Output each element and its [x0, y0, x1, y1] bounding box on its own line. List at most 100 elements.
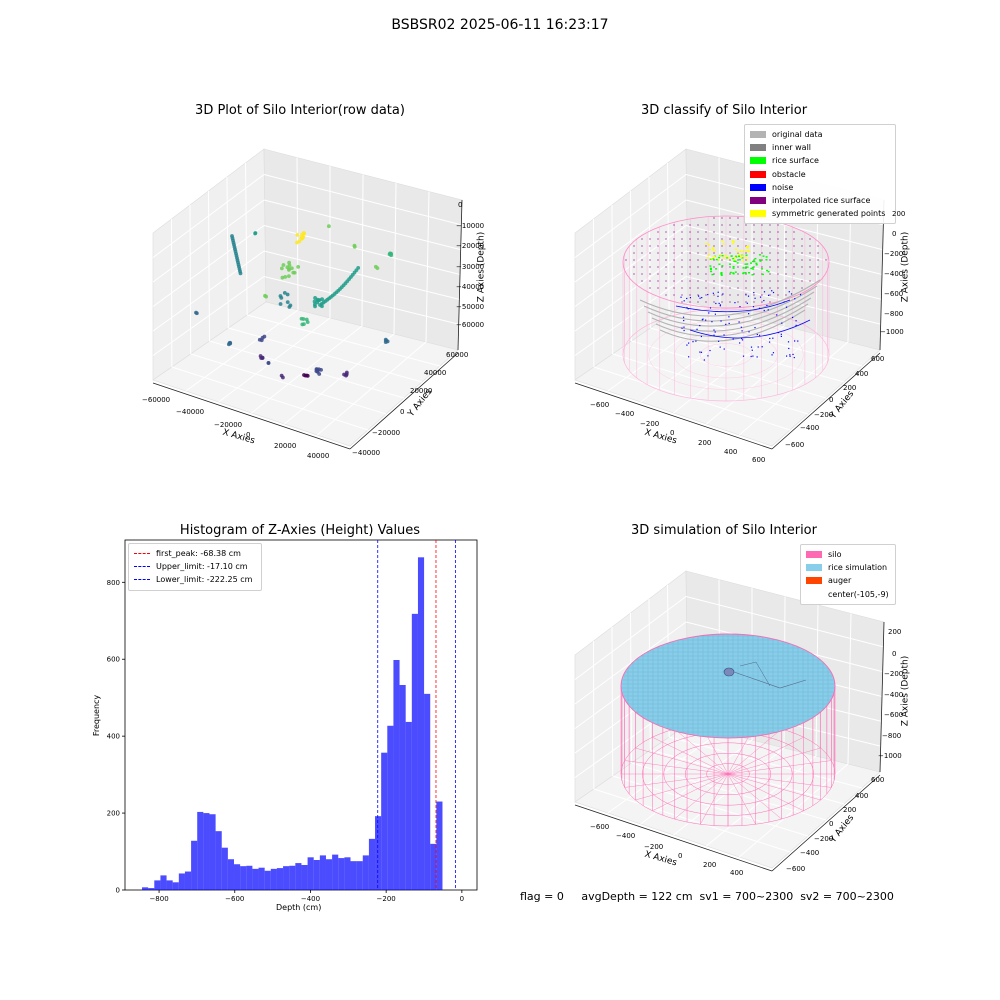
symmetric-point [726, 255, 729, 257]
interpolated-point [713, 224, 715, 226]
grid-line [612, 353, 809, 415]
interpolated-point [737, 266, 739, 268]
noise-point [771, 290, 773, 292]
histogram-bar [221, 847, 228, 890]
noise-point [745, 293, 747, 295]
rice-surface-point [710, 270, 713, 273]
interpolated-point [817, 259, 819, 261]
interpolated-point [705, 224, 707, 226]
interpolated-point [777, 280, 779, 282]
interpolated-point [729, 217, 731, 219]
symmetric-point [739, 250, 742, 253]
symmetric-point [734, 256, 737, 259]
noise-point [792, 316, 794, 319]
rice-surface-point [767, 270, 770, 273]
symmetric-point [741, 250, 744, 253]
interpolated-point [681, 294, 683, 296]
interpolated-point [681, 252, 683, 254]
legend-label: noise [772, 182, 794, 192]
noise-point [703, 359, 705, 361]
noise-point [741, 330, 743, 332]
classify-x-tick: −600 [590, 401, 610, 409]
raw-x-tick: −60000 [142, 396, 171, 404]
noise-point [776, 314, 778, 316]
classify-y-tick: 600 [871, 355, 885, 363]
interpolated-point [801, 245, 803, 247]
noise-point [792, 353, 794, 356]
histogram-bar [424, 693, 431, 890]
noise-point [750, 355, 752, 358]
histogram-x-axis-label: Depth (cm) [276, 903, 322, 912]
rice-surface-point [744, 271, 747, 274]
rice-surface-point [734, 271, 737, 273]
noise-point [680, 296, 682, 298]
data-point [287, 260, 292, 265]
noise-point [688, 342, 690, 344]
noise-point [766, 304, 768, 307]
noise-point [785, 306, 788, 308]
interpolated-point [729, 280, 731, 282]
symmetric-point [733, 240, 736, 243]
data-point [281, 375, 285, 380]
data-point [375, 266, 380, 271]
interpolated-point [721, 224, 723, 226]
data-point [278, 302, 283, 306]
classify-z-tick: −1000 [880, 328, 904, 336]
interpolated-point [817, 252, 819, 254]
simulation-x-tick: −600 [590, 823, 610, 831]
symmetric-point [708, 243, 711, 246]
interpolated-point [785, 238, 787, 240]
noise-point [686, 297, 688, 300]
data-point [279, 295, 284, 300]
noise-point [712, 292, 714, 294]
interpolated-point [769, 245, 771, 247]
data-point [344, 373, 348, 378]
data-point [287, 267, 292, 271]
interpolated-point [809, 238, 811, 240]
y-axis-line [771, 774, 881, 872]
noise-point [709, 349, 711, 352]
interpolated-point [729, 224, 731, 226]
legend-entry: first_peak: -68.38 cm [134, 547, 256, 560]
interpolated-point [713, 294, 715, 296]
rice-surface-point [720, 273, 723, 275]
interpolated-point [657, 273, 659, 275]
interpolated-point [737, 245, 739, 247]
interpolated-point [681, 238, 683, 240]
noise-point [750, 346, 753, 348]
data-point [303, 373, 308, 378]
rice-surface-point [737, 255, 740, 257]
interpolated-point [689, 238, 691, 240]
simulation-z-tick: −600 [884, 711, 904, 719]
data-point [352, 244, 357, 249]
auger-arm [739, 661, 771, 687]
rice-surface-point [758, 254, 761, 256]
histogram-bar [148, 888, 155, 890]
noise-point [715, 302, 717, 305]
auger-marker [723, 667, 735, 677]
interpolated-point [705, 266, 707, 268]
silo-floor-spoke [674, 728, 729, 775]
raw-y-tick: 60000 [446, 351, 469, 359]
silo-floor-spoke [727, 760, 832, 775]
rice-surface-point [730, 255, 733, 257]
interpolated-point [753, 238, 755, 240]
silo-floor-spoke [727, 773, 804, 811]
noise-point [754, 326, 756, 329]
interpolated-point [785, 266, 787, 268]
symmetric-point [712, 247, 715, 249]
noise-point [785, 355, 788, 357]
data-point [295, 233, 300, 237]
rice-surface-point [746, 266, 749, 268]
interpolated-point [649, 266, 651, 268]
noise-point [734, 302, 736, 304]
grid-line [574, 174, 687, 258]
noise-point [700, 335, 703, 338]
interpolated-point [697, 238, 699, 240]
symmetric-point [735, 248, 738, 250]
legend-entry: silo [806, 548, 890, 561]
noise-point [748, 313, 750, 315]
interpolated-point [689, 294, 691, 296]
grid-line [247, 314, 441, 367]
data-point [283, 275, 288, 279]
